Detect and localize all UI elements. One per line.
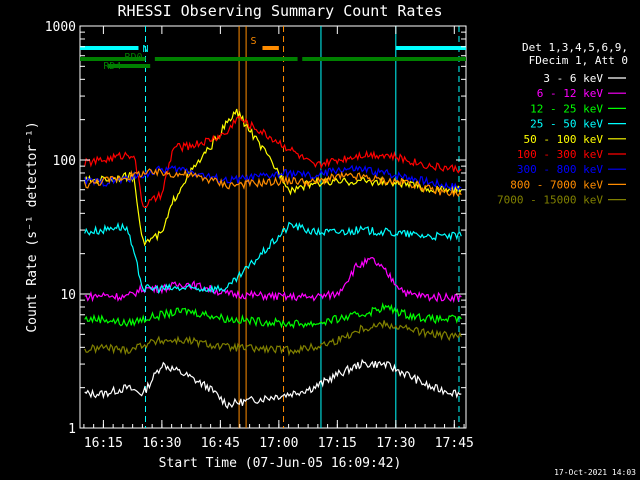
state-bar-1-seg-2 xyxy=(302,57,466,61)
legend-label-7: 800 - 7000 keV xyxy=(510,178,603,191)
state-bar-0-seg-1 xyxy=(395,46,466,50)
legend-label-1: 6 - 12 keV xyxy=(537,87,604,100)
series-line-0 xyxy=(84,358,462,410)
x-tick-label-3: 17:00 xyxy=(259,436,298,451)
series-lines xyxy=(84,108,462,410)
state-bar-1-seg-0 xyxy=(80,57,146,61)
series-line-6 xyxy=(84,164,462,192)
y-tick-label-0: 1 xyxy=(68,422,76,437)
state-bar-2-seg-0 xyxy=(108,64,151,68)
time-markers xyxy=(145,26,460,428)
y-tick-label-2: 100 xyxy=(53,154,76,169)
state-bar-label-0: N xyxy=(142,44,148,55)
plot-frame xyxy=(79,25,467,429)
state-bar-label-2: RD4 xyxy=(103,61,121,72)
y-axis-label: Count Rate (s⁻¹ detector⁻¹) xyxy=(25,121,40,332)
state-bar-label-1: RD0 xyxy=(124,52,142,63)
legend-label-5: 100 - 300 keV xyxy=(517,148,603,161)
x-axis: 16:15 16:30 16:45 17:00 17:15 17:30 17:45 xyxy=(83,26,474,451)
x-tick-label-6: 17:45 xyxy=(435,436,474,451)
x-tick-label-0: 16:15 xyxy=(84,436,123,451)
legend-label-0: 3 - 6 keV xyxy=(543,72,603,85)
state-bar-label-3: S xyxy=(250,36,256,47)
timestamp: 17-Oct-2021 14:03 xyxy=(554,468,636,477)
x-axis-label: Start Time (07-Jun-05 16:09:42) xyxy=(159,456,402,471)
legend-label-4: 50 - 100 keV xyxy=(524,133,604,146)
series-line-3 xyxy=(84,221,462,295)
legend: Det 1,3,4,5,6,9,FDecim 1, Att 0 3 - 6 keV… xyxy=(497,41,628,207)
legend-label-8: 7000 - 15000 keV xyxy=(497,194,603,207)
series-line-5 xyxy=(84,115,462,209)
series-line-1 xyxy=(84,256,462,304)
series-line-7 xyxy=(84,168,462,198)
x-tick-label-5: 17:30 xyxy=(376,436,415,451)
series-line-8 xyxy=(84,320,462,357)
x-tick-label-1: 16:30 xyxy=(142,436,181,451)
x-tick-label-4: 17:15 xyxy=(318,436,357,451)
legend-header-1: FDecim 1, Att 0 xyxy=(529,54,628,67)
legend-label-6: 300 - 800 keV xyxy=(517,163,603,176)
y-tick-label-3: 1000 xyxy=(45,20,76,35)
legend-header-0: Det 1,3,4,5,6,9, xyxy=(522,41,628,54)
state-bar-1-seg-1 xyxy=(154,57,298,61)
legend-label-2: 12 - 25 keV xyxy=(530,102,603,115)
state-bar-3-seg-0 xyxy=(262,46,279,50)
series-line-2 xyxy=(84,301,462,330)
y-tick-label-1: 10 xyxy=(60,288,76,303)
chart-title: RHESSI Observing Summary Count Rates xyxy=(117,2,442,20)
series-line-4 xyxy=(84,108,462,247)
y-axis: 1 10 100 1000 xyxy=(45,20,466,437)
state-bar-0-seg-0 xyxy=(80,46,139,50)
x-tick-label-2: 16:45 xyxy=(201,436,240,451)
legend-label-3: 25 - 50 keV xyxy=(530,118,603,131)
